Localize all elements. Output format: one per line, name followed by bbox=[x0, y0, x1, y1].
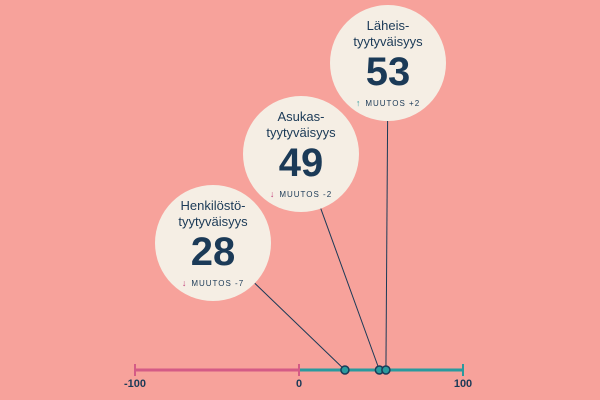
bubble-asukas: Asukas- tyytyväisyys 49 ↓ MUUTOS -2 bbox=[243, 96, 359, 212]
leader-line bbox=[385, 120, 389, 371]
data-point-marker bbox=[381, 365, 391, 375]
data-point-marker bbox=[340, 365, 350, 375]
arrow-up-icon: ↑ bbox=[355, 98, 362, 108]
change-row: ↓ MUUTOS -2 bbox=[270, 189, 332, 199]
change-text: MUUTOS -7 bbox=[191, 278, 245, 288]
bubble-label: tyytyväisyys bbox=[353, 34, 423, 49]
arrow-down-icon: ↓ bbox=[181, 278, 188, 288]
bubble-label: Henkilöstö- bbox=[180, 198, 246, 213]
tick-label-minus-100: -100 bbox=[123, 378, 147, 390]
bubble-label: Läheis- bbox=[366, 18, 410, 33]
tick-label-zero: 0 bbox=[295, 378, 303, 390]
bubble-laheis: Läheis- tyytyväisyys 53 ↑ MUUTOS +2 bbox=[330, 5, 446, 121]
bubble-henkilosto: Henkilöstö- tyytyväisyys 28 ↓ MUUTOS -7 bbox=[155, 185, 271, 301]
tick-label-100: 100 bbox=[453, 378, 473, 390]
bubble-label: tyytyväisyys bbox=[266, 125, 336, 140]
leader-line bbox=[320, 208, 380, 371]
bubble-label: tyytyväisyys bbox=[178, 214, 248, 229]
change-row: ↑ MUUTOS +2 bbox=[356, 98, 420, 108]
change-text: MUUTOS -2 bbox=[279, 189, 333, 199]
bubble-value: 53 bbox=[365, 50, 411, 94]
bubble-value: 28 bbox=[190, 230, 236, 274]
change-text: MUUTOS +2 bbox=[365, 98, 421, 108]
bubble-value: 49 bbox=[278, 141, 324, 185]
change-row: ↓ MUUTOS -7 bbox=[182, 278, 244, 288]
arrow-down-icon: ↓ bbox=[269, 189, 276, 199]
leader-line bbox=[254, 282, 346, 371]
bubble-label: Asukas- bbox=[277, 109, 325, 124]
